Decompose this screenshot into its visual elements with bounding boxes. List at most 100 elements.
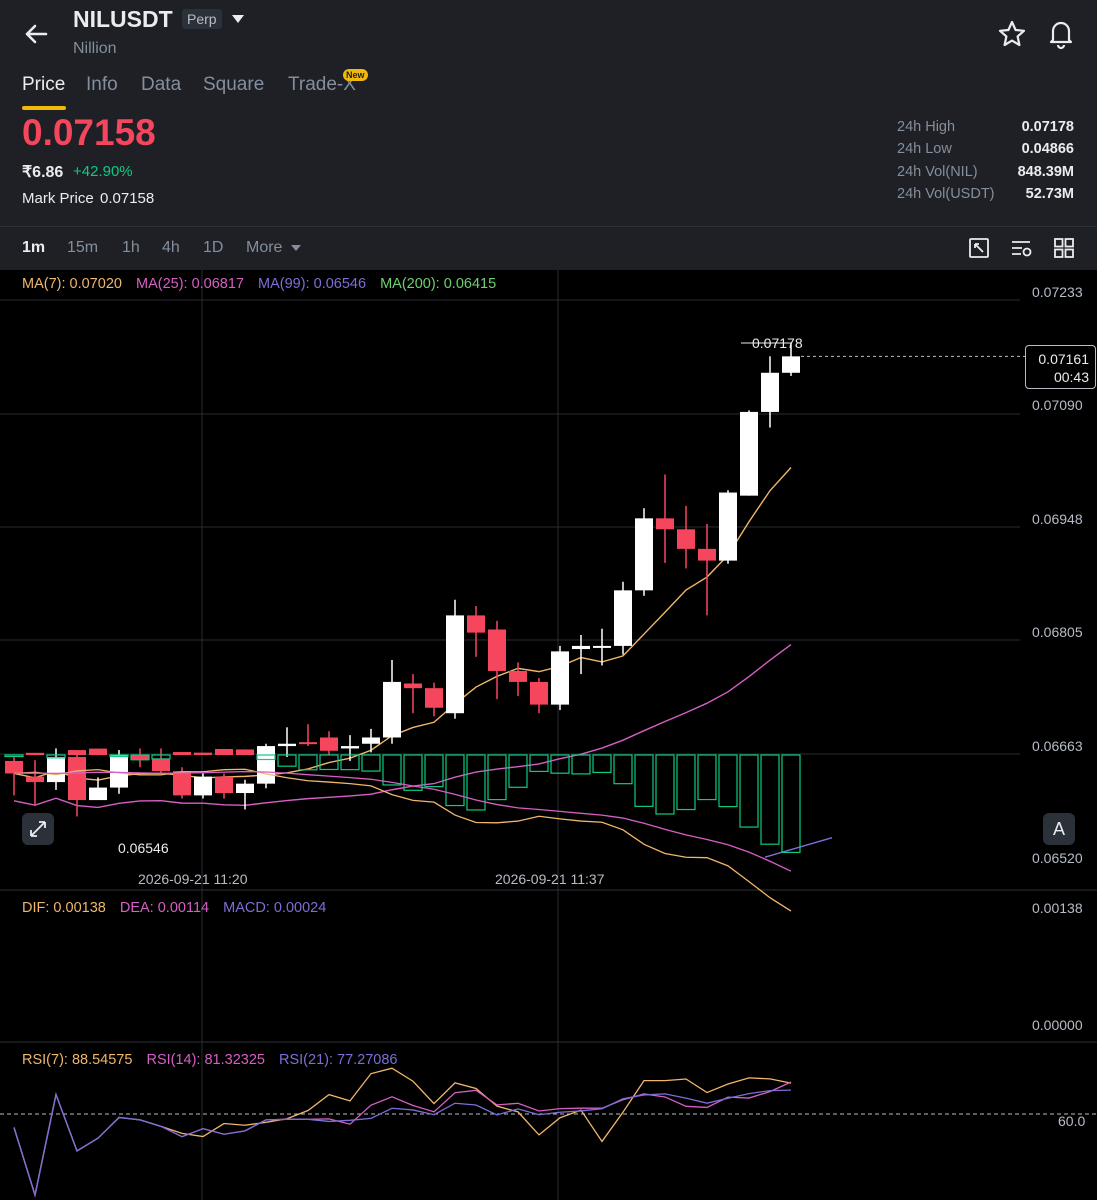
mark-price-label: Mark Price xyxy=(22,190,94,207)
stat-label-24h-vol-nil: 24h Vol(NIL) xyxy=(897,164,978,180)
timeframe-15m[interactable]: 15m xyxy=(67,239,99,256)
current-price-tag: 0.07161 00:43 xyxy=(1025,345,1096,389)
candle-body xyxy=(26,776,44,783)
candle-body xyxy=(677,529,695,549)
macd-histogram-bar xyxy=(4,754,24,758)
macd-histogram-bar xyxy=(173,752,191,755)
macd-histogram-bar xyxy=(382,754,402,786)
star-icon[interactable] xyxy=(996,18,1028,50)
candle-body xyxy=(215,776,233,794)
macd-histogram-bar xyxy=(529,754,549,773)
macd-histogram-bar xyxy=(46,754,66,759)
macd-histogram-bar xyxy=(487,754,507,801)
rsi-legend: RSI(7): 88.54575 RSI(14): 81.32325 RSI(2… xyxy=(22,1052,408,1068)
macd-histogram-bar xyxy=(277,754,297,767)
tab-square[interactable]: Square xyxy=(203,74,265,95)
dif-label: DIF: 0.00138 xyxy=(22,900,106,916)
candle-body xyxy=(47,757,65,783)
macd-histogram-bar xyxy=(194,752,212,755)
more-caret-icon[interactable] xyxy=(290,243,302,253)
tab-data[interactable]: Data xyxy=(141,74,182,95)
ma-legend: MA(7): 0.07020 MA(25): 0.06817 MA(99): 0… xyxy=(22,276,506,292)
macd-histogram-bar xyxy=(550,754,570,774)
candle-body xyxy=(467,615,485,633)
timeframe-1m[interactable]: 1m xyxy=(22,239,46,256)
candle-body xyxy=(383,681,401,738)
back-arrow-icon[interactable] xyxy=(20,18,52,50)
tab-info[interactable]: Info xyxy=(86,74,118,95)
rsi14-line xyxy=(13,1081,792,1198)
chevron-down-icon[interactable] xyxy=(230,12,246,26)
macd-histogram-bar xyxy=(718,754,738,808)
candle-body xyxy=(698,548,716,561)
macd-value-label: MACD: 0.00024 xyxy=(223,900,327,916)
timeframe-1h[interactable]: 1h xyxy=(122,239,140,256)
tab-price[interactable]: Price xyxy=(22,74,66,95)
macd-histogram-bar xyxy=(445,754,465,807)
macd-histogram-bar xyxy=(697,754,717,801)
macd-histogram-bar xyxy=(634,754,654,807)
macd-histogram-bar xyxy=(151,754,171,760)
tab-trade-x[interactable]: Trade-X xyxy=(288,74,356,95)
candle-body xyxy=(299,742,317,745)
ma99-line xyxy=(764,836,833,858)
symbol-title[interactable]: NILUSDT xyxy=(73,6,173,32)
candle-body xyxy=(572,645,590,650)
candle-body xyxy=(236,783,254,794)
rsi7-line xyxy=(13,1067,792,1198)
layout-grid-icon[interactable] xyxy=(1052,236,1076,260)
auto-scale-button[interactable]: A xyxy=(1043,813,1075,845)
bell-icon[interactable] xyxy=(1044,16,1078,50)
candle-body xyxy=(488,629,506,671)
macd-histogram-bar xyxy=(739,754,759,828)
timeframe-4h[interactable]: 4h xyxy=(162,239,180,256)
timeframe-1d[interactable]: 1D xyxy=(203,239,224,256)
macd-histogram-bar xyxy=(466,754,486,811)
timeframe-more[interactable]: More xyxy=(246,239,283,256)
rsi21-label: RSI(21): 77.27086 xyxy=(279,1052,398,1068)
macd-histogram-bar xyxy=(781,754,801,854)
macd-histogram-bar xyxy=(571,754,591,775)
rsi14-label: RSI(14): 81.32325 xyxy=(146,1052,265,1068)
candle-body xyxy=(131,755,149,760)
contract-type-badge: Perp xyxy=(182,9,222,29)
macd-histogram-bar xyxy=(592,754,612,774)
candle-body xyxy=(152,759,170,772)
candle-body xyxy=(89,787,107,801)
macd-histogram-bar xyxy=(403,754,423,791)
candle-body xyxy=(320,737,338,751)
macd-histogram-bar xyxy=(613,754,633,785)
dea-label: DEA: 0.00114 xyxy=(119,900,210,916)
macd-histogram-bar xyxy=(361,754,381,772)
high-marker-label: 0.07178 xyxy=(752,335,803,351)
ma7-label: MA(7): 0.07020 xyxy=(22,276,122,292)
active-tab-indicator xyxy=(22,106,66,110)
indicator-settings-icon[interactable] xyxy=(1009,236,1033,260)
macd-legend: DIF: 0.00138 DEA: 0.00114 MACD: 0.00024 xyxy=(22,900,336,916)
top-panel xyxy=(0,0,1097,270)
ma25-label: MA(25): 0.06817 xyxy=(135,276,244,292)
expand-chart-button[interactable] xyxy=(22,813,54,845)
candle-body xyxy=(509,670,527,682)
y-tick-0: 0.07233 xyxy=(1032,284,1083,300)
ma200-label: MA(200): 0.06415 xyxy=(380,276,497,292)
rsi21-line xyxy=(13,1089,792,1198)
macd-histogram-bar xyxy=(89,748,107,755)
candle-body xyxy=(551,651,569,705)
mark-price-value: 0.07158 xyxy=(100,190,155,207)
candle-body xyxy=(68,757,86,801)
fullscreen-chart-icon[interactable] xyxy=(967,236,991,260)
candle-body xyxy=(740,411,758,496)
y-tick-3: 0.06805 xyxy=(1032,624,1083,640)
macd-y-tick-0: 0.00138 xyxy=(1032,900,1083,916)
expand-arrows-icon xyxy=(30,821,46,837)
macd-y-tick-1: 0.00000 xyxy=(1032,1017,1083,1033)
macd-histogram-bar xyxy=(130,754,150,761)
macd-histogram-bar xyxy=(68,750,86,755)
candlestick-chart[interactable] xyxy=(0,270,1097,1200)
macd-histogram-bar xyxy=(215,749,233,755)
candle-body xyxy=(530,681,548,705)
candle-body xyxy=(656,518,674,530)
candle-body xyxy=(593,645,611,648)
macd-histogram-bar xyxy=(26,752,44,755)
